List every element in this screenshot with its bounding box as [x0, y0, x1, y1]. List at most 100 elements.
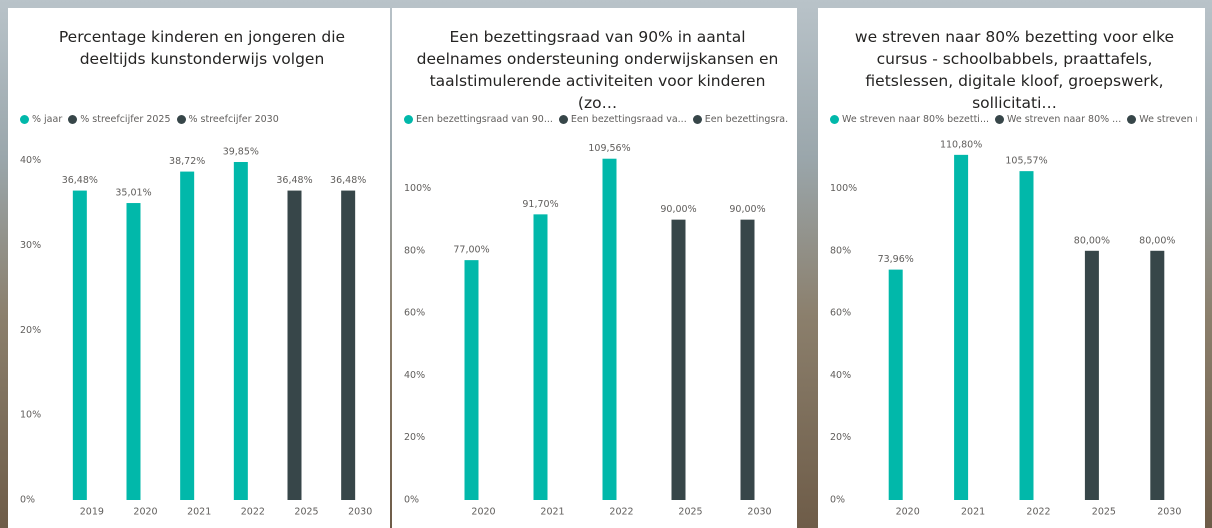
x-tick-label: 2022 [241, 507, 265, 518]
bar [1084, 250, 1099, 500]
y-tick-label: 40% [404, 370, 425, 381]
x-tick-label: 2025 [294, 507, 318, 518]
y-tick-label: 40% [830, 370, 851, 381]
y-tick-label: 40% [20, 155, 41, 166]
y-tick-label: 80% [404, 245, 425, 256]
legend: % jaar % streefcijfer 2025 % streefcijfer … [20, 114, 382, 125]
legend-marker [558, 115, 568, 124]
bar [126, 203, 141, 500]
legend-label: Een bezettingsraad van 90... [416, 114, 553, 125]
legend-item: We streven naar 80% bezetti... [830, 114, 989, 125]
data-label: 91,70% [522, 199, 558, 210]
bar [1150, 250, 1165, 500]
data-label: 73,96% [878, 254, 914, 265]
x-tick-label: 2021 [187, 507, 211, 518]
legend-item: We streven naar 8... [1127, 114, 1197, 125]
bar [602, 158, 617, 500]
y-tick-label: 20% [830, 432, 851, 443]
data-label: 105,57% [1005, 156, 1047, 167]
bar [533, 214, 548, 500]
y-tick-label: 20% [404, 432, 425, 443]
x-tick-label: 2020 [471, 507, 495, 518]
legend-item: Een bezettingsraad va... [558, 114, 687, 125]
x-tick-label: 2020 [133, 507, 157, 518]
data-label: 38,72% [169, 156, 205, 167]
bar [888, 269, 903, 500]
x-tick-label: 2030 [1157, 507, 1181, 518]
data-label: 35,01% [115, 188, 151, 199]
bar [954, 154, 969, 501]
legend-marker [404, 115, 413, 124]
legend-label: We streven naar 80% ... [1007, 114, 1122, 125]
y-tick-label: 0% [20, 495, 35, 506]
legend-marker [1127, 115, 1137, 124]
legend-item: % streefcijfer 2025 [68, 114, 171, 125]
legend-item: % streefcijfer 2030 [176, 114, 279, 125]
y-tick-label: 60% [404, 308, 425, 319]
y-tick-label: 10% [20, 410, 41, 421]
x-tick-label: 2020 [896, 507, 920, 518]
legend-label: % streefcijfer 2030 [188, 114, 279, 125]
legend-item: We streven naar 80% ... [995, 114, 1121, 125]
legend-marker [692, 115, 702, 124]
x-tick-label: 2021 [961, 507, 985, 518]
y-tick-label: 30% [20, 240, 41, 251]
data-label: 36,48% [330, 175, 366, 186]
legend-marker [176, 115, 186, 124]
bar [72, 190, 87, 500]
x-tick-label: 2019 [80, 507, 104, 518]
legend: We streven naar 80% bezetti... We streven… [830, 114, 1197, 125]
chart-title: Een bezettingsraad van 90% in aantal dee… [416, 28, 779, 112]
x-tick-label: 2025 [678, 507, 702, 518]
chart: 0% 20% 40% 60% 80% 100% 2020 77,00% 2021 91,70% 20… [404, 143, 772, 518]
data-label: 90,00% [729, 204, 765, 215]
bar [464, 260, 479, 500]
y-tick-label: 60% [830, 308, 851, 319]
data-label: 36,48% [62, 175, 98, 186]
x-tick-label: 2022 [609, 507, 633, 518]
chart-title: Percentage kinderen en jongeren die deel… [58, 28, 346, 68]
legend-marker [20, 115, 29, 124]
data-label: 109,56% [588, 143, 630, 154]
y-tick-label: 100% [830, 183, 857, 194]
data-label: 80,00% [1074, 235, 1110, 246]
bar [287, 190, 302, 500]
legend-label: We streven naar 8... [1139, 114, 1197, 125]
y-tick-label: 100% [404, 183, 431, 194]
data-label: 90,00% [660, 204, 696, 215]
bar [341, 190, 356, 500]
x-tick-label: 2025 [1092, 507, 1116, 518]
data-label: 39,85% [223, 146, 259, 157]
bar [233, 161, 248, 500]
y-tick-label: 0% [404, 495, 419, 506]
legend-item: Een bezettingsra... [692, 114, 789, 125]
legend-marker [995, 115, 1005, 124]
x-tick-label: 2030 [747, 507, 771, 518]
data-label: 110,80% [940, 139, 982, 150]
data-label: 36,48% [276, 175, 312, 186]
chart: 0% 10% 20% 30% 40% 2019 36,48% 2020 35,01% 2021 38… [20, 146, 372, 518]
bar [1019, 171, 1034, 500]
bar [180, 171, 195, 500]
y-tick-label: 80% [830, 245, 851, 256]
legend-label: Een bezettingsra... [704, 114, 789, 125]
data-label: 80,00% [1139, 235, 1175, 246]
data-label: 77,00% [453, 245, 489, 256]
bar [671, 219, 686, 501]
legend-label: % jaar [32, 114, 63, 125]
chart-panel: we streven naar 80% bezetting voor elke … [818, 8, 1205, 528]
x-tick-label: 2021 [540, 507, 564, 518]
x-tick-label: 2022 [1026, 507, 1050, 518]
y-tick-label: 20% [20, 325, 41, 336]
legend-marker [68, 115, 78, 124]
legend-label: % streefcijfer 2025 [80, 114, 171, 125]
legend-marker [830, 115, 839, 124]
legend: Een bezettingsraad van 90... Een bezettin… [404, 114, 789, 125]
bar [740, 219, 755, 501]
legend-item: Een bezettingsraad van 90... [404, 114, 553, 125]
x-tick-label: 2030 [348, 507, 372, 518]
chart-title: we streven naar 80% bezetting voor elke … [854, 28, 1175, 112]
chart-panel: Percentage kinderen en jongeren die deel… [8, 8, 390, 528]
legend-label: We streven naar 80% bezetti... [842, 114, 990, 125]
